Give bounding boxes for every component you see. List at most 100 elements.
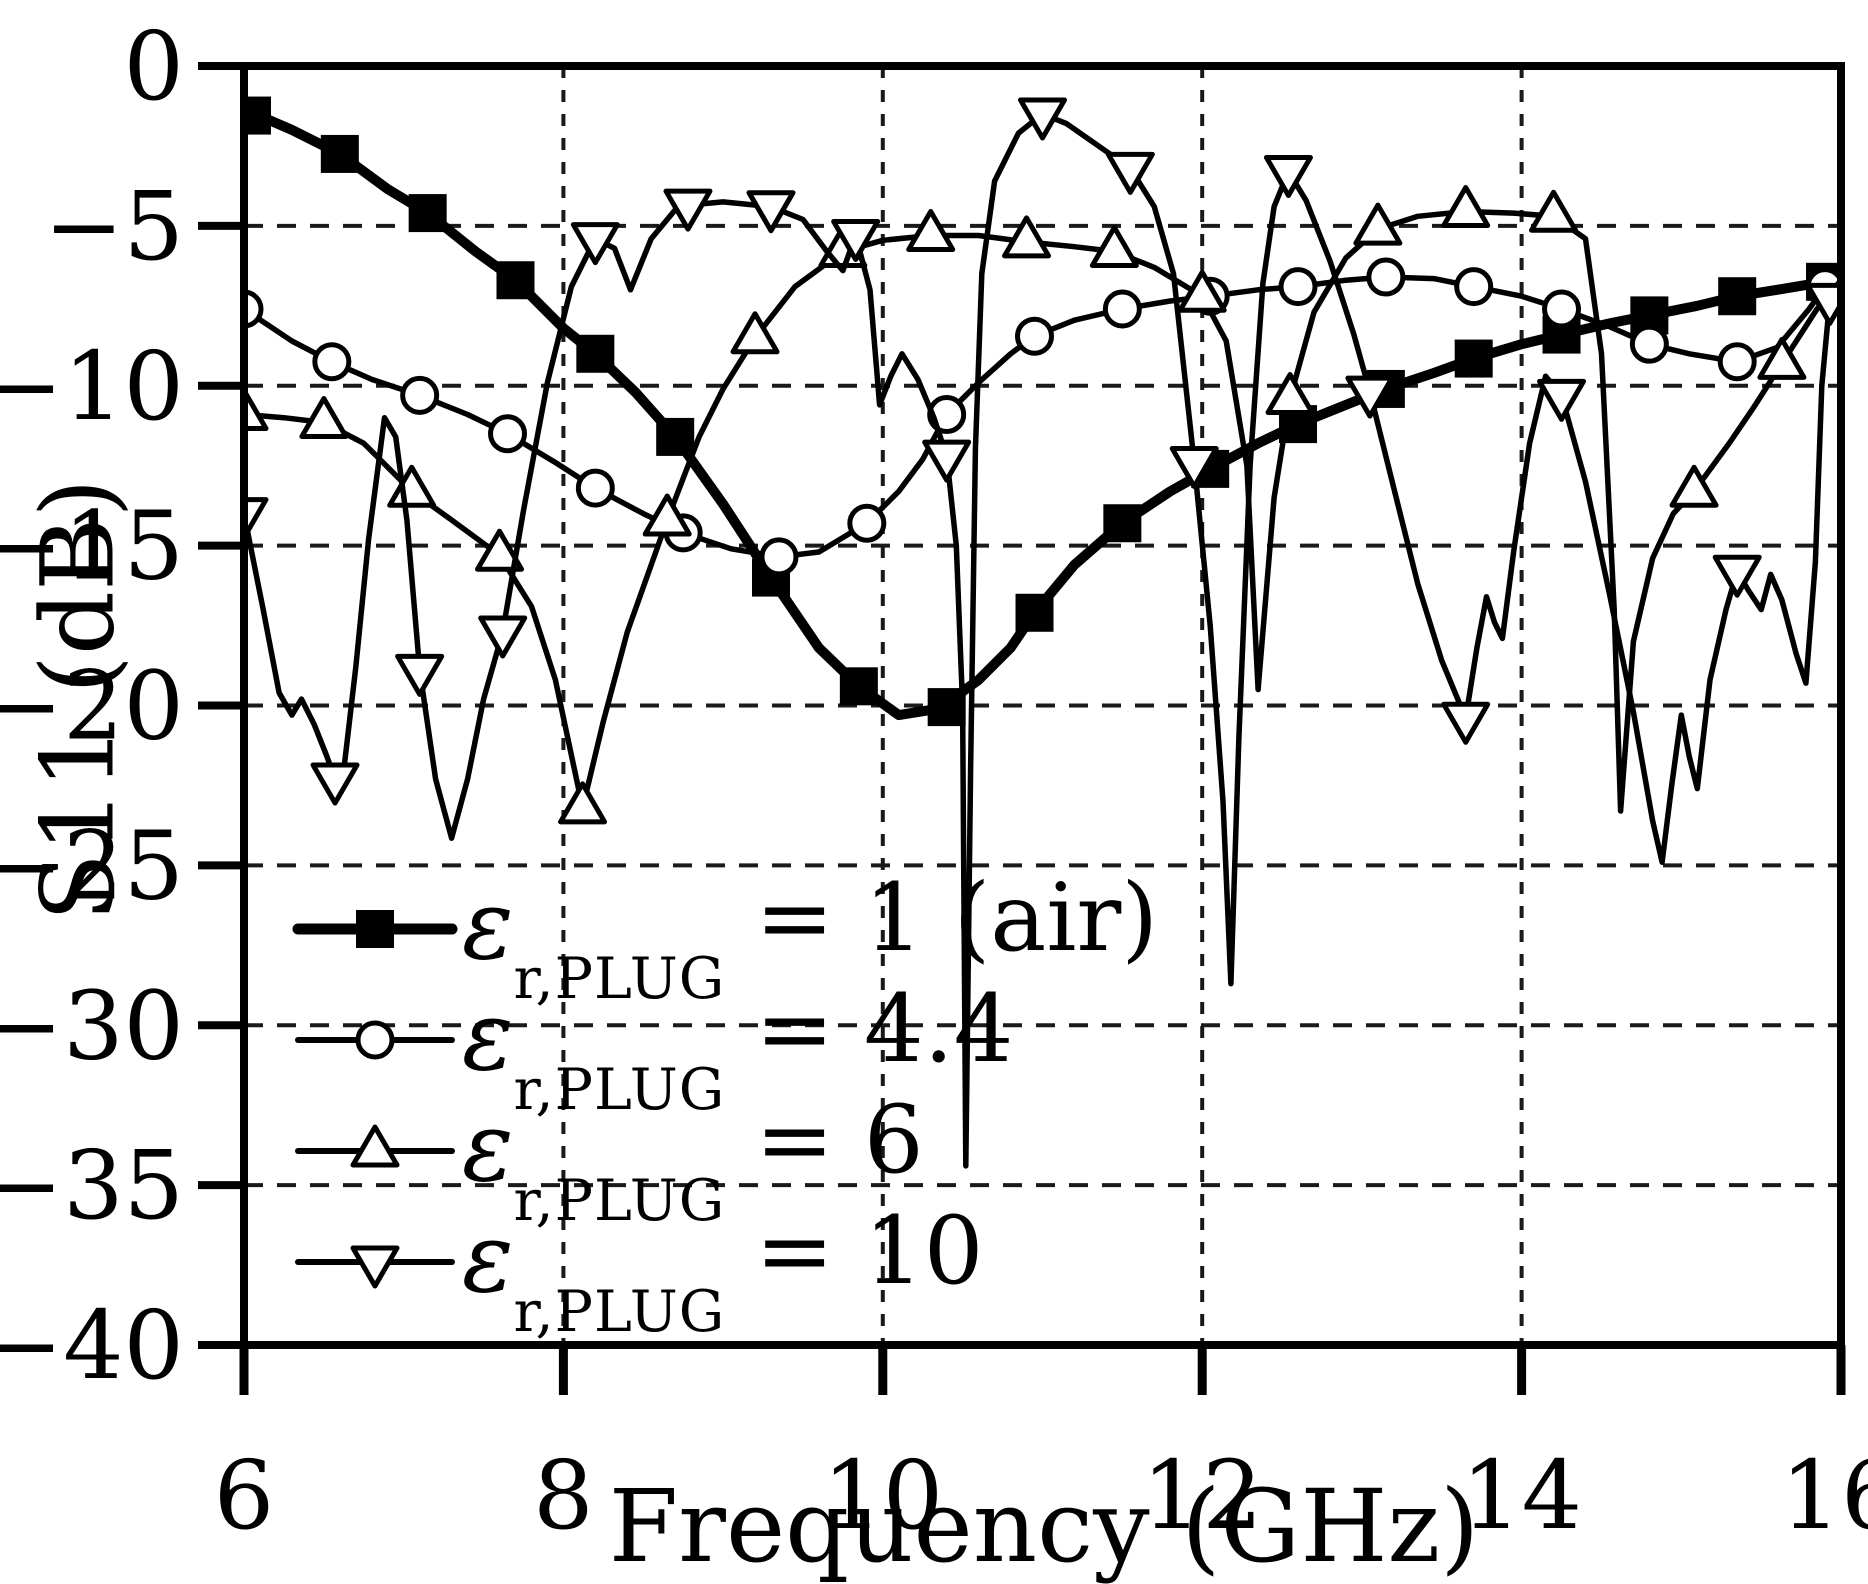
triangle-up-marker — [1177, 269, 1227, 313]
legend-epsilon-symbol: ε — [462, 869, 514, 981]
x-tick-label: 10 — [822, 1441, 943, 1551]
circle-marker — [1278, 267, 1318, 307]
square-marker — [656, 417, 695, 456]
triangle-down-marker — [1712, 554, 1762, 598]
legend-value-label: = 10 — [755, 1197, 984, 1306]
legend-entry-eps1-air: εr,PLUG= 1 (air) — [462, 872, 1158, 1008]
circle-marker — [1366, 257, 1406, 297]
legend-entry-eps4p4: εr,PLUG= 4.4 — [462, 983, 1013, 1119]
square-marker — [244, 96, 271, 135]
y-tick-label: −25 — [0, 811, 184, 921]
square-marker — [408, 194, 447, 233]
triangle-down-marker — [310, 762, 360, 806]
circle-marker — [312, 342, 352, 382]
triangle-up-marker — [1669, 464, 1719, 508]
circle-marker — [400, 375, 440, 415]
legend-epsilon-symbol: ε — [462, 1202, 514, 1314]
legend-value-label: = 1 (air) — [755, 864, 1158, 973]
triangle-down-marker — [1537, 378, 1587, 422]
legend-value-label: = 6 — [755, 1086, 924, 1195]
triangle-down-marker — [350, 1245, 400, 1289]
square-marker — [496, 261, 535, 300]
triangle-down-marker — [922, 439, 972, 483]
legend-entry-eps6: εr,PLUG= 6 — [462, 1094, 924, 1230]
triangle-up-marker — [558, 781, 608, 825]
circle-marker — [1629, 324, 1669, 364]
curve-eps-6 — [244, 208, 1841, 814]
y-tick-label: 0 — [124, 12, 184, 122]
circle-marker — [1717, 342, 1757, 382]
curve-eps-4p4 — [244, 267, 1841, 560]
series-eps-6 — [244, 184, 1841, 825]
circle-marker — [488, 414, 528, 454]
x-tick-label: 16 — [1781, 1441, 1868, 1551]
triangle-down-marker — [1441, 701, 1491, 745]
square-marker — [1718, 277, 1757, 316]
x-tick-label: 12 — [1142, 1441, 1263, 1551]
triangle-up-marker — [299, 396, 349, 440]
y-tick-label: −10 — [0, 332, 184, 442]
circle-marker — [355, 1020, 395, 1060]
triangle-down-marker — [663, 188, 713, 232]
triangle-down-marker — [1169, 445, 1219, 489]
triangle-up-marker — [1441, 184, 1491, 228]
legend-value-label: = 4.4 — [755, 975, 1014, 1084]
y-axis-title: S11 (dB) — [19, 478, 137, 922]
triangle-down-marker — [1263, 155, 1313, 199]
circle-marker — [1542, 289, 1582, 329]
x-tick-label: 8 — [533, 1441, 593, 1551]
triangle-down-marker — [1345, 375, 1395, 419]
y-tick-label: −15 — [0, 492, 184, 602]
triangle-up-marker — [1353, 202, 1403, 246]
y-tick-label: −35 — [0, 1131, 184, 1241]
circle-marker — [244, 289, 264, 329]
y-tick-label: −5 — [44, 172, 184, 282]
y-tick-label: −20 — [0, 652, 184, 762]
legend-epsilon-symbol: ε — [462, 1091, 514, 1203]
triangle-down-marker — [395, 653, 445, 697]
circle-marker — [847, 503, 887, 543]
square-marker — [320, 134, 359, 173]
square-marker — [1103, 504, 1142, 543]
square-marker — [1454, 339, 1493, 378]
square-marker — [1015, 593, 1054, 632]
legend-epsilon-subscript: r,PLUG — [513, 1279, 726, 1345]
triangle-down-marker — [746, 190, 796, 234]
triangle-down-marker — [1105, 151, 1155, 195]
triangle-up-marker — [1002, 215, 1052, 259]
legend-epsilon-subscript: r,PLUG — [513, 1057, 726, 1123]
circle-marker — [1454, 267, 1494, 307]
series-eps-4p4 — [244, 257, 1841, 577]
square-marker — [576, 334, 615, 373]
legend-epsilon-subscript: r,PLUG — [513, 946, 726, 1012]
y-tick-label: −30 — [0, 971, 184, 1081]
series-eps-1-air — [244, 96, 1841, 727]
triangle-up-marker — [642, 493, 692, 537]
square-marker — [927, 688, 966, 727]
circle-marker — [759, 537, 799, 577]
circle-marker — [575, 468, 615, 508]
legend-epsilon-symbol: ε — [462, 980, 514, 1092]
legend-entry-eps10: εr,PLUG= 10 — [462, 1205, 984, 1341]
circle-marker — [1015, 316, 1055, 356]
triangle-up-marker — [244, 388, 269, 432]
triangle-up-marker — [475, 528, 525, 572]
legend-epsilon-subscript: r,PLUG — [513, 1168, 726, 1234]
curve-eps-10 — [244, 111, 1841, 1169]
triangle-up-marker — [1265, 372, 1315, 416]
triangle-down-marker — [831, 218, 881, 262]
triangle-up-marker — [1529, 189, 1579, 233]
triangle-down-marker — [478, 615, 528, 659]
y-tick-label: −40 — [0, 1291, 184, 1401]
series-eps-10 — [244, 97, 1841, 1169]
x-tick-label: 6 — [214, 1441, 274, 1551]
triangle-up-marker — [1089, 224, 1139, 268]
triangle-up-marker — [730, 311, 780, 355]
square-marker — [839, 667, 878, 706]
triangle-up-marker — [906, 208, 956, 252]
x-tick-label: 14 — [1461, 1441, 1582, 1551]
triangle-up-marker — [350, 1124, 400, 1168]
triangle-down-marker — [244, 497, 269, 541]
triangle-down-marker — [1018, 97, 1067, 141]
